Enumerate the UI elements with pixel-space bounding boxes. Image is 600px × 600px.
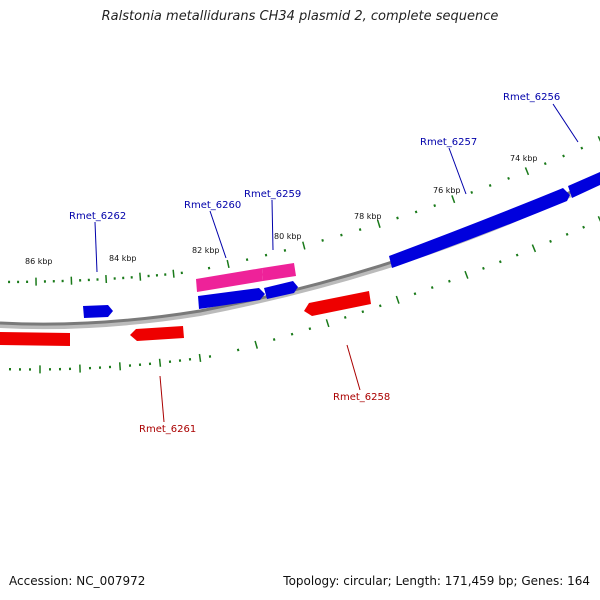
map-title: Ralstonia metallidurans CH34 plasmid 2, …	[101, 9, 499, 24]
outer-scale-tick	[264, 253, 268, 257]
inner-scale-tick	[448, 279, 451, 283]
outer-scale-tick	[451, 195, 456, 204]
scale-label-74: 74 kbp	[510, 154, 538, 163]
outer-scale-tick	[283, 249, 287, 252]
scale-label-80: 80 kbp	[274, 232, 302, 241]
outer-scale-ring	[8, 136, 600, 286]
inner-scale-tick	[236, 348, 240, 352]
gene-arrow-rmet-6257[interactable]	[389, 188, 570, 268]
outer-scale-tick	[358, 228, 362, 232]
gene-arrow-left-edge[interactable]	[0, 332, 70, 346]
gene-label-rmet-6261[interactable]: Rmet_6261	[139, 424, 196, 435]
gene-arrow-rmet-6260[interactable]	[198, 288, 265, 309]
accession-text: Accession: NC_007972	[9, 574, 146, 588]
inner-scale-ring	[8, 216, 600, 374]
inner-scale-tick	[290, 332, 294, 336]
scale-label-84: 84 kbp	[109, 254, 137, 263]
inner-scale-tick	[515, 253, 519, 257]
outer-scale-tick	[543, 162, 547, 166]
inner-scale-tick	[158, 358, 162, 367]
scale-label-82: 82 kbp	[192, 246, 220, 255]
inner-scale-tick	[482, 266, 485, 270]
outer-scale-tick	[245, 258, 249, 262]
outer-scale-tick	[321, 238, 324, 242]
outer-scale-tick	[433, 204, 437, 208]
backbone-shadow	[0, 177, 600, 330]
outer-scale-tick	[597, 136, 600, 142]
gene-arrow-rmet-6262[interactable]	[83, 305, 113, 318]
gene-label-rmet-6256[interactable]: Rmet_6256	[503, 92, 560, 103]
inner-scale-tick	[531, 244, 537, 253]
inner-scale-tick	[254, 340, 259, 349]
inner-scale-tick	[565, 232, 569, 236]
gene-arrow-rmet-6258[interactable]	[304, 291, 371, 316]
inner-scale-tick	[549, 239, 552, 243]
inner-scale-tick	[343, 316, 347, 319]
scale-label-78: 78 kbp	[354, 212, 382, 221]
inner-scale-tick	[198, 353, 202, 362]
gene-label-rmet-6257[interactable]: Rmet_6257	[420, 137, 477, 148]
inner-scale-tick	[430, 286, 434, 290]
outer-scale-tick	[414, 210, 418, 214]
scale-label-76: 76 kbp	[433, 186, 461, 195]
gene-label-rmet-6259[interactable]: Rmet_6259	[244, 189, 301, 200]
inner-scale-tick	[582, 225, 585, 229]
gene-arrow-rmet-6261[interactable]	[130, 326, 184, 341]
outer-scale-tick	[488, 184, 492, 187]
scale-label-86: 86 kbp	[25, 257, 53, 266]
outer-scale-tick	[562, 154, 565, 158]
outer-scale-tick	[139, 272, 142, 281]
outer-scale-tick	[376, 219, 381, 228]
inner-scale-tick	[395, 295, 400, 304]
outer-scale-tick	[340, 233, 343, 237]
inner-scale-tick	[308, 327, 312, 331]
inner-scale-tick	[118, 362, 122, 371]
outer-scale-tick	[507, 176, 510, 180]
inner-scale-tick	[413, 292, 417, 296]
outer-scale-tick	[580, 146, 584, 150]
gene-label-rmet-6258[interactable]: Rmet_6258	[333, 392, 390, 403]
gene-arrow-rmet-6256[interactable]	[568, 172, 600, 198]
gene-label-rmet-6260[interactable]: Rmet_6260	[184, 200, 241, 211]
inner-scale-tick	[272, 338, 276, 341]
outer-scale-tick	[172, 269, 175, 278]
inner-scale-tick	[597, 216, 600, 222]
outer-scale-tick	[226, 259, 230, 269]
summary-text: Topology: circular; Length: 171,459 bp; …	[283, 574, 590, 588]
gene-arrow-rmet-6259[interactable]	[264, 281, 298, 299]
gene-leaders	[94, 103, 579, 423]
inner-scale-tick	[361, 310, 365, 314]
outer-scale-tick	[524, 167, 530, 176]
inner-scale-tick	[464, 270, 469, 279]
outer-scale-tick	[396, 216, 399, 220]
highlight-rmet-6259[interactable]	[262, 263, 296, 281]
outer-scale-tick	[470, 190, 474, 194]
outer-scale-tick	[302, 241, 306, 250]
gene-label-rmet-6262[interactable]: Rmet_6262	[69, 211, 126, 222]
highlight-rmet-6260[interactable]	[196, 268, 263, 292]
inner-scale-tick	[325, 319, 330, 328]
inner-scale-tick	[498, 260, 502, 264]
inner-scale-tick	[378, 304, 382, 308]
